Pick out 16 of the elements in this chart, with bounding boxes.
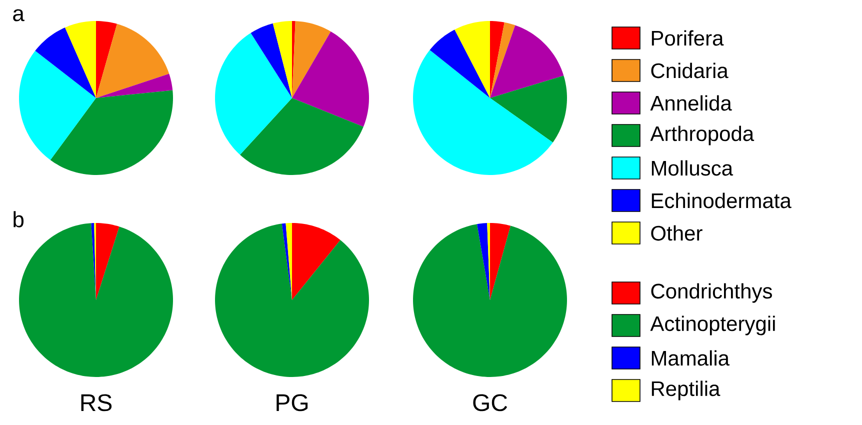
legend-label: Echinodermata bbox=[652, 192, 792, 208]
legend-label: Other bbox=[651, 225, 702, 241]
legend-label: Cnidaria bbox=[651, 62, 728, 78]
legend-label: Reptilia bbox=[652, 380, 720, 400]
text: RS bbox=[81, 394, 112, 412]
text: a bbox=[13, 9, 24, 22]
legend-label: Mamalia bbox=[652, 350, 730, 366]
text: b bbox=[14, 211, 24, 228]
text: GC bbox=[473, 394, 508, 412]
legend-label: Mollusca bbox=[652, 160, 734, 176]
legend-label: Porifera bbox=[652, 30, 724, 46]
legend-label: Arthropoda bbox=[650, 126, 754, 146]
text: PG bbox=[276, 394, 308, 412]
legend-label: Annelida bbox=[650, 95, 732, 111]
legend-label: Condrichthys bbox=[651, 283, 772, 303]
legend-label: Actinopterygii bbox=[650, 316, 775, 336]
